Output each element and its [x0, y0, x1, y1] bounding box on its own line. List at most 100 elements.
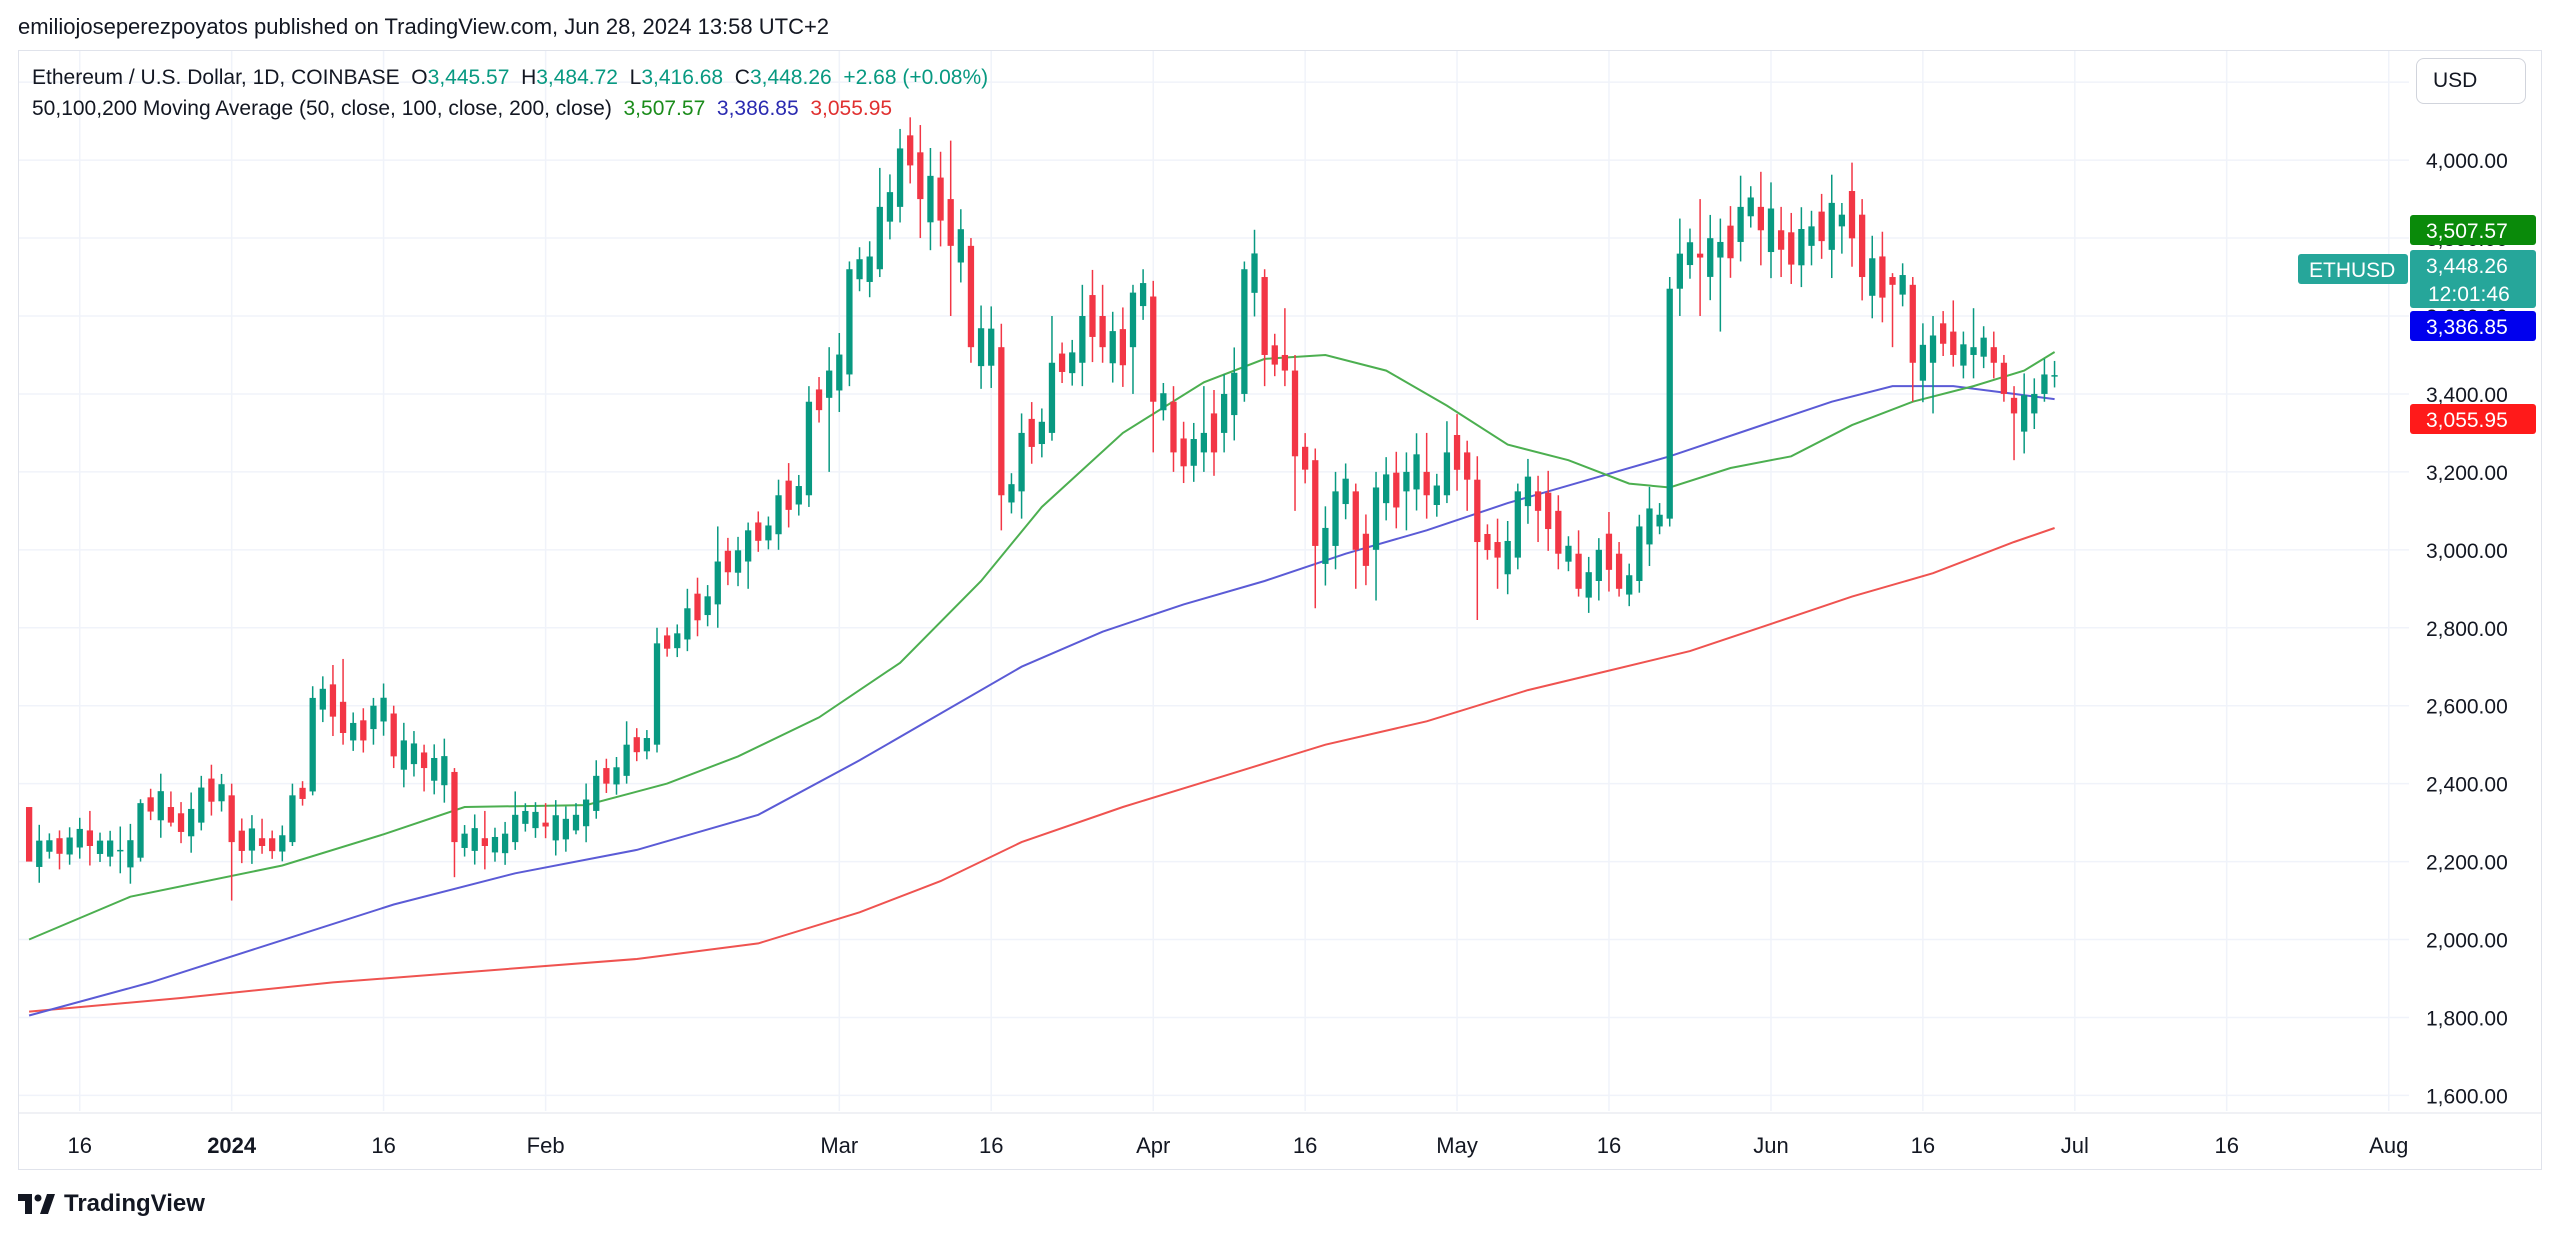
candle-body [977, 328, 985, 367]
candle-body [400, 740, 407, 770]
candle-body [1889, 277, 1896, 285]
currency-button[interactable]: USD [2416, 58, 2526, 104]
ma50-price-bg [2410, 215, 2536, 245]
candle-body [633, 737, 640, 753]
candle-body [86, 830, 94, 846]
candle-body [1615, 553, 1623, 589]
time-tick-label: Jun [1753, 1133, 1788, 1158]
candle-body [188, 808, 195, 837]
candle-body [1362, 533, 1370, 566]
candle-body [329, 684, 337, 717]
candle-body [1464, 452, 1471, 480]
candle-body [876, 206, 883, 270]
candle-body [1220, 393, 1228, 433]
candle-body [1342, 478, 1349, 505]
candle-body [350, 722, 357, 741]
candle-body [937, 177, 944, 221]
candle-body [228, 795, 235, 843]
ma50-legend-value: 3,507.57 [623, 97, 706, 120]
time-tick-label: Jul [2061, 1133, 2089, 1158]
candle-body [431, 757, 438, 781]
candle-body [1970, 347, 1977, 355]
candle-body [1818, 211, 1825, 242]
candle-body [1545, 492, 1552, 530]
candle-body [572, 814, 580, 831]
candle-body [269, 838, 276, 852]
close-value: 3,448.26 [749, 66, 832, 89]
candle-body [248, 828, 256, 851]
candle-body [613, 767, 620, 785]
candle-body [1960, 344, 1967, 366]
candle-body [1727, 225, 1734, 259]
price-tick-label: 4,000.00 [2426, 150, 2508, 173]
candle-body [1686, 242, 1694, 266]
candle-body [1038, 421, 1045, 445]
candle-body [370, 705, 377, 730]
time-tick-label: Feb [527, 1133, 565, 1158]
candle-body [1241, 269, 1248, 394]
ma50-price-label: 3,507.57 [2426, 220, 2508, 243]
candle-body [36, 840, 43, 867]
candle-body [1585, 572, 1592, 598]
price-tick-label: 2,200.00 [2426, 852, 2508, 875]
candle-body [1018, 432, 1025, 492]
candle-body [1798, 228, 1805, 266]
candle-body [1251, 253, 1258, 293]
candle-body [208, 778, 215, 802]
candle-body [1747, 197, 1754, 217]
candle-body [1190, 439, 1197, 466]
time-tick-label: 16 [68, 1133, 92, 1158]
tradingview-logo-icon [18, 1194, 55, 1214]
candle-body [1170, 401, 1177, 453]
candle-body [1180, 438, 1187, 467]
candle-body [1160, 393, 1167, 411]
candle-body [1737, 206, 1744, 242]
candle-body [896, 148, 904, 207]
candle-body [988, 328, 995, 366]
candle-body [1423, 471, 1430, 496]
candle-body [461, 833, 468, 848]
candle-body [238, 830, 245, 851]
candle-body [927, 175, 934, 223]
candle-body [127, 840, 134, 868]
last-price-label: 3,448.26 [2426, 255, 2508, 278]
candle-body [1909, 284, 1916, 363]
candle-body [947, 199, 954, 246]
candle-body [1757, 206, 1765, 231]
candle-body [2010, 397, 2018, 414]
candle-body [1646, 508, 1653, 545]
tradingview-brand[interactable]: TradingView [18, 1190, 205, 1218]
candle-body [907, 135, 914, 166]
candle-body [674, 633, 681, 649]
candle-body [1990, 347, 1997, 363]
candle-body [501, 833, 509, 854]
time-tick-label: 16 [371, 1133, 395, 1158]
low-value: 3,416.68 [641, 66, 724, 89]
candle-body [1291, 370, 1299, 457]
candle-body [1403, 471, 1410, 492]
chart-area[interactable]: 16 2024 16 Feb Mar 16 Apr 16 May 16 Jun 16 Jul 16 Aug … [18, 50, 2542, 1170]
candle-body [785, 480, 792, 510]
candle-body [1828, 202, 1835, 250]
candle-body [805, 401, 813, 496]
ohlc-legend[interactable]: Ethereum / U.S. Dollar, 1D, COINBASE O3,… [32, 66, 988, 90]
candle-body [795, 486, 802, 505]
price-tick-label: 3,400.00 [2426, 384, 2508, 407]
ma100-price-label: 3,386.85 [2426, 316, 2508, 339]
candle-body [25, 807, 33, 862]
candle-body [1383, 474, 1390, 504]
brand-name: TradingView [64, 1190, 205, 1217]
time-axis[interactable]: 16 2024 16 Feb Mar 16 Apr 16 May 16 Jun 16 Jul 16 Aug [19, 1112, 2541, 1158]
candle-body [1322, 527, 1329, 564]
change-value: +2.68 (+0.08%) [843, 66, 989, 89]
candle-body [157, 791, 164, 821]
candle-body [1231, 372, 1238, 416]
ma200-layer [29, 527, 2055, 1013]
time-tick-label: Apr [1136, 1133, 1170, 1158]
time-tick-label: Mar [820, 1133, 858, 1158]
ma-legend[interactable]: 50,100,200 Moving Average (50, close, 10… [32, 97, 892, 121]
price-chart[interactable]: 16 2024 16 Feb Mar 16 Apr 16 May 16 Jun 16 Jul 16 Aug … [19, 51, 2541, 1169]
candle-body [471, 828, 478, 851]
last-price-bg [2410, 250, 2536, 308]
candle-body [2021, 395, 2028, 432]
